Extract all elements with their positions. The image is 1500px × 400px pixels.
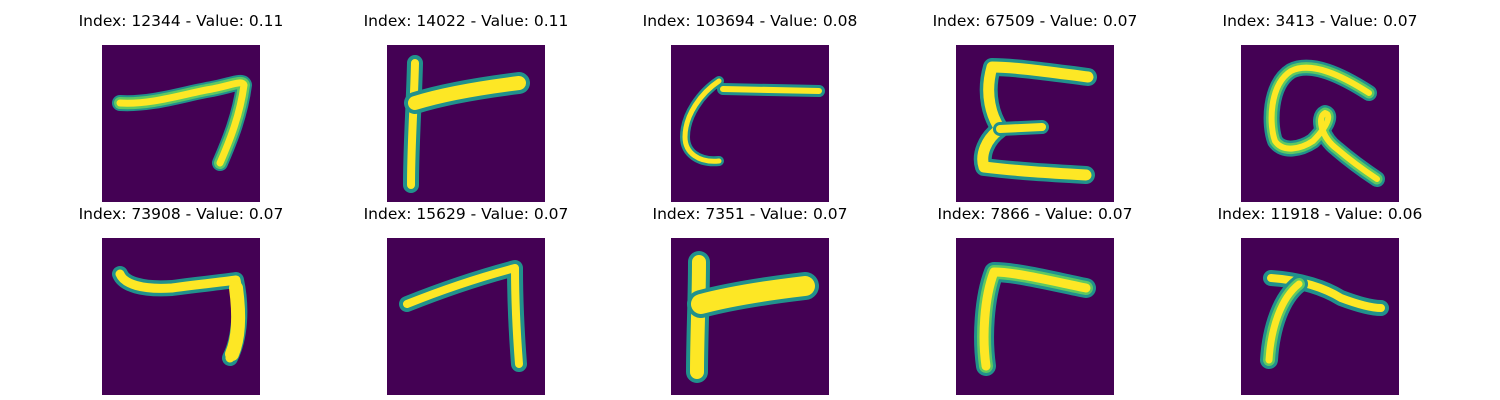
glyph-image — [671, 45, 829, 202]
panel-title: Index: 67509 - Value: 0.07 — [932, 12, 1138, 30]
panel-1: Index: 12344 - Value: 0.11 — [79, 12, 283, 202]
panel-title: Index: 14022 - Value: 0.11 — [363, 12, 569, 30]
panel-title: Index: 15629 - Value: 0.07 — [363, 205, 569, 223]
panel-title: Index: 12344 - Value: 0.11 — [78, 12, 284, 30]
glyph-image — [956, 238, 1114, 395]
panel-8: Index: 7351 - Value: 0.07 — [653, 205, 847, 395]
panel-4: Index: 67509 - Value: 0.07 — [933, 12, 1137, 202]
panel-title: Index: 7866 - Value: 0.07 — [937, 205, 1133, 223]
glyph-svg — [403, 55, 530, 193]
glyph-image — [1241, 238, 1399, 395]
panel-7: Index: 15629 - Value: 0.07 — [364, 205, 568, 395]
glyph-svg — [973, 58, 1097, 184]
panel-title: Index: 3413 - Value: 0.07 — [1222, 12, 1418, 30]
glyph-svg — [974, 262, 1096, 376]
panel-2: Index: 14022 - Value: 0.11 — [364, 12, 568, 202]
glyph-svg — [686, 251, 819, 383]
glyph-svg — [112, 74, 252, 171]
glyph-svg — [680, 76, 825, 167]
panel-title: Index: 11918 - Value: 0.06 — [1217, 205, 1423, 223]
panel-5: Index: 3413 - Value: 0.07 — [1223, 12, 1417, 202]
panel-10: Index: 11918 - Value: 0.06 — [1218, 205, 1422, 395]
glyph-image — [1241, 45, 1399, 202]
glyph-svg — [1260, 270, 1389, 369]
glyph-image — [387, 238, 545, 395]
glyph-image — [102, 45, 260, 202]
glyph-svg — [112, 266, 248, 366]
panel-6: Index: 73908 - Value: 0.07 — [79, 205, 283, 395]
glyph-svg — [1263, 59, 1385, 187]
panel-title: Index: 7351 - Value: 0.07 — [652, 205, 848, 223]
glyph-image — [102, 238, 260, 395]
panel-9: Index: 7866 - Value: 0.07 — [938, 205, 1132, 395]
glyph-image — [387, 45, 545, 202]
panel-title: Index: 73908 - Value: 0.07 — [78, 205, 284, 223]
glyph-svg — [399, 260, 527, 372]
panel-3: Index: 103694 - Value: 0.08 — [643, 12, 857, 202]
glyph-image — [956, 45, 1114, 202]
glyph-image — [671, 238, 829, 395]
panel-title: Index: 103694 - Value: 0.08 — [642, 12, 858, 30]
